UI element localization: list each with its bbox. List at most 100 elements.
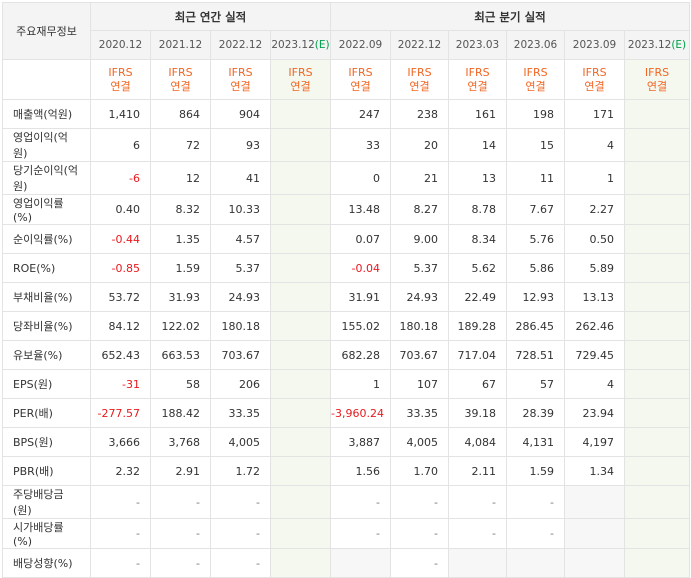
ifrs-cell: IFRS 연결 [623, 59, 691, 100]
value-cell: 1.59 [506, 456, 565, 486]
value-cell [270, 253, 331, 283]
period-header: 2023.12(E) [270, 30, 331, 60]
value-cell: 23.94 [564, 398, 625, 428]
value-cell [270, 548, 331, 578]
value-cell: 11 [506, 161, 565, 195]
value-cell: 107 [390, 369, 449, 399]
value-cell: 58 [150, 369, 211, 399]
period-header: 2023.03 [448, 30, 507, 60]
value-cell: 122.02 [150, 311, 211, 341]
quarter-group-header: 최근 분기 실적 [329, 2, 691, 31]
value-cell: 24.93 [210, 282, 271, 312]
row-label: 유보율(%) [2, 340, 91, 370]
value-cell: 20 [390, 128, 449, 162]
table-row: 당기순이익(억원) -6 12 41 0 21 13 11 1 [2, 161, 691, 195]
ifrs-cell: IFRS 연결 [270, 59, 331, 100]
value-cell: 171 [564, 99, 625, 129]
period-header: 2022.12 [210, 30, 271, 60]
value-cell [270, 340, 331, 370]
period-header: 2022.09 [330, 30, 391, 60]
table-row: 시가배당률(%) - - - - - - - [2, 518, 691, 549]
row-label: 매출액(억원) [2, 99, 91, 129]
value-cell: 1.35 [150, 224, 211, 254]
value-cell: 1.72 [210, 456, 271, 486]
ifrs-row: IFRS 연결 IFRS 연결 IFRS 연결 IFRS 연결 IFRS 연결 IFRS 연결 IFRS… [2, 59, 691, 100]
value-cell [564, 485, 625, 519]
table-row: PER(배) -277.57 188.42 33.35 -3,960.24 33.35 39… [2, 398, 691, 428]
value-cell: 4,084 [448, 427, 507, 457]
row-label: 배당성향(%) [2, 548, 91, 578]
value-cell: 0 [330, 161, 391, 195]
value-cell [623, 99, 691, 129]
value-cell [270, 194, 331, 225]
value-cell: 180.18 [390, 311, 449, 341]
table-row: 당좌비율(%) 84.12 122.02 180.18 155.02 180.18 189.… [2, 311, 691, 341]
value-cell: 67 [448, 369, 507, 399]
value-cell: 12.93 [506, 282, 565, 312]
value-cell: 286.45 [506, 311, 565, 341]
value-cell: 31.91 [330, 282, 391, 312]
value-cell: 155.02 [330, 311, 391, 341]
value-cell: 10.33 [210, 194, 271, 225]
value-cell: - [90, 518, 151, 549]
value-cell [623, 253, 691, 283]
table-row: 배당성향(%) - - - - [2, 548, 691, 578]
value-cell [270, 282, 331, 312]
value-cell [623, 427, 691, 457]
value-cell: 14 [448, 128, 507, 162]
value-cell [623, 485, 691, 519]
value-cell: 206 [210, 369, 271, 399]
value-cell: 13.48 [330, 194, 391, 225]
row-label: EPS(원) [2, 369, 91, 399]
value-cell: 2.27 [564, 194, 625, 225]
row-label: BPS(원) [2, 427, 91, 457]
value-cell: 198 [506, 99, 565, 129]
value-cell: 189.28 [448, 311, 507, 341]
value-cell [623, 340, 691, 370]
value-cell [564, 548, 625, 578]
value-cell: - [448, 518, 507, 549]
value-cell: 31.93 [150, 282, 211, 312]
value-cell: 93 [210, 128, 271, 162]
value-cell: 0.07 [330, 224, 391, 254]
value-cell: - [448, 485, 507, 519]
value-cell: - [210, 548, 271, 578]
period-header: 2023.06 [506, 30, 565, 60]
value-cell: - [210, 518, 271, 549]
value-cell [623, 224, 691, 254]
value-cell [270, 128, 331, 162]
value-cell [623, 194, 691, 225]
value-cell: 1.59 [150, 253, 211, 283]
value-cell: 1,410 [90, 99, 151, 129]
value-cell [270, 427, 331, 457]
value-cell: 3,666 [90, 427, 151, 457]
value-cell: - [90, 548, 151, 578]
row-label: PBR(배) [2, 456, 91, 486]
value-cell: 22.49 [448, 282, 507, 312]
value-cell [270, 369, 331, 399]
row-label: 영업이익(억원) [2, 128, 91, 162]
value-cell [270, 161, 331, 195]
value-cell: 4,005 [210, 427, 271, 457]
value-cell: 161 [448, 99, 507, 129]
value-cell: - [210, 485, 271, 519]
table-row: PBR(배) 2.32 2.91 1.72 1.56 1.70 2.11 1.59 1.34 [2, 456, 691, 486]
value-cell [623, 311, 691, 341]
value-cell: - [150, 485, 211, 519]
corner-label: 주요재무정보 [2, 2, 91, 60]
value-cell: - [390, 485, 449, 519]
value-cell: -31 [90, 369, 151, 399]
value-cell: - [506, 518, 565, 549]
value-cell: 5.86 [506, 253, 565, 283]
value-cell: 12 [150, 161, 211, 195]
period-header: 2023.12(E) [623, 30, 691, 60]
estimate-badge: (E) [671, 39, 687, 51]
value-cell: 180.18 [210, 311, 271, 341]
value-cell: -0.44 [90, 224, 151, 254]
value-cell: 717.04 [448, 340, 507, 370]
value-cell: 4,005 [390, 427, 449, 457]
row-label: 당좌비율(%) [2, 311, 91, 341]
value-cell [270, 398, 331, 428]
table-row: BPS(원) 3,666 3,768 4,005 3,887 4,005 4,084 4,13… [2, 427, 691, 457]
